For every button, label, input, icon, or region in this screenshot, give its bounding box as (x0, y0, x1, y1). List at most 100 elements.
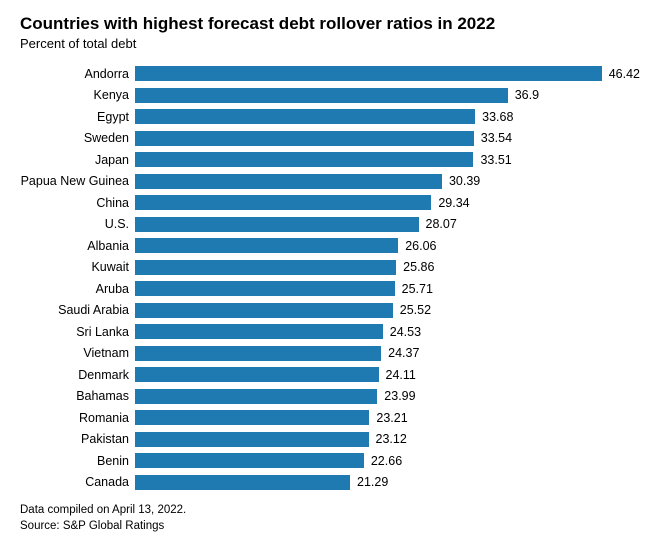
bar-row: Vietnam 24.37 (20, 343, 640, 365)
bar (135, 217, 419, 232)
country-label: Romania (20, 411, 135, 425)
footer-date: Data compiled on April 13, 2022. (20, 503, 640, 519)
bar-chart: Andorra46.42Kenya36.9Egypt33.68Sweden33.… (20, 63, 640, 493)
bar-row: Denmark 24.11 (20, 364, 640, 386)
bar-area: 26.06 (135, 235, 640, 257)
country-label: Andorra (20, 67, 135, 81)
bar-value: 30.39 (449, 174, 480, 188)
country-label: Canada (20, 475, 135, 489)
bar-row: Egypt 33.68 (20, 106, 640, 128)
bar-value: 23.99 (384, 389, 415, 403)
bar-value: 22.66 (371, 454, 402, 468)
bar (135, 195, 431, 210)
country-label: Kuwait (20, 260, 135, 274)
bar-value: 24.37 (388, 346, 419, 360)
country-label: U.S. (20, 217, 135, 231)
bar (135, 346, 381, 361)
country-label: Benin (20, 454, 135, 468)
bar-row: Japan 33.51 (20, 149, 640, 171)
bar (135, 174, 442, 189)
bar-value: 33.54 (481, 131, 512, 145)
country-label: Denmark (20, 368, 135, 382)
bar (135, 260, 396, 275)
bar-row: Canada 21.29 (20, 472, 640, 494)
bar-area: 33.68 (135, 106, 640, 128)
bar-row: Benin 22.66 (20, 450, 640, 472)
country-label: Papua New Guinea (20, 174, 135, 188)
bar-area: 28.07 (135, 214, 640, 236)
bar-area: 46.42 (135, 63, 640, 85)
bar-value: 23.21 (376, 411, 407, 425)
bar-value: 24.11 (386, 368, 416, 382)
bar-row: Andorra 46.42 (20, 63, 640, 85)
country-label: Sri Lanka (20, 325, 135, 339)
bar (135, 152, 473, 167)
footer-source: Source: S&P Global Ratings (20, 519, 640, 534)
bar-value: 46.42 (609, 67, 640, 81)
bar-value: 25.52 (400, 303, 431, 317)
country-label: China (20, 196, 135, 210)
chart-subtitle: Percent of total debt (20, 36, 640, 51)
bar (135, 410, 369, 425)
bar-row: Pakistan23.12 (20, 429, 640, 451)
bar (135, 324, 383, 339)
country-label: Vietnam (20, 346, 135, 360)
chart-footer: Data compiled on April 13, 2022. Source:… (20, 503, 640, 534)
country-label: Aruba (20, 282, 135, 296)
country-label: Saudi Arabia (20, 303, 135, 317)
bar-row: Sweden 33.54 (20, 128, 640, 150)
bar-row: Kuwait 25.86 (20, 257, 640, 279)
bar-area: 24.37 (135, 343, 640, 365)
bar-value: 33.51 (480, 153, 511, 167)
country-label: Bahamas (20, 389, 135, 403)
bar (135, 453, 364, 468)
bar-area: 25.52 (135, 300, 640, 322)
bar (135, 109, 475, 124)
country-label: Japan (20, 153, 135, 167)
bar-area: 30.39 (135, 171, 640, 193)
country-label: Kenya (20, 88, 135, 102)
bar-area: 21.29 (135, 472, 640, 494)
bar-row: Papua New Guinea 30.39 (20, 171, 640, 193)
bar (135, 281, 395, 296)
bar-area: 22.66 (135, 450, 640, 472)
bar (135, 432, 369, 447)
country-label: Egypt (20, 110, 135, 124)
bar-row: Saudi Arabia 25.52 (20, 300, 640, 322)
bar-row: Kenya36.9 (20, 85, 640, 107)
chart-title: Countries with highest forecast debt rol… (20, 14, 640, 34)
bar-row: Romania 23.21 (20, 407, 640, 429)
country-label: Albania (20, 239, 135, 253)
bar (135, 389, 377, 404)
bar-row: U.S. 28.07 (20, 214, 640, 236)
bar-area: 29.34 (135, 192, 640, 214)
bar-value: 25.86 (403, 260, 434, 274)
bar-value: 24.53 (390, 325, 421, 339)
country-label: Sweden (20, 131, 135, 145)
bar (135, 131, 474, 146)
bar-value: 26.06 (405, 239, 436, 253)
bar-area: 23.99 (135, 386, 640, 408)
bar-area: 23.21 (135, 407, 640, 429)
bar (135, 66, 602, 81)
bar-area: 24.53 (135, 321, 640, 343)
bar-area: 23.12 (135, 429, 640, 451)
bar-row: China 29.34 (20, 192, 640, 214)
bar-value: 25.71 (402, 282, 433, 296)
bar-value: 28.07 (426, 217, 457, 231)
bar (135, 238, 398, 253)
bar-row: Sri Lanka 24.53 (20, 321, 640, 343)
bar-value: 21.29 (357, 475, 388, 489)
bar-value: 29.34 (438, 196, 469, 210)
bar-value: 33.68 (482, 110, 513, 124)
bar-area: 33.51 (135, 149, 640, 171)
bar-area: 24.11 (135, 364, 640, 386)
bar-area: 36.9 (135, 85, 640, 107)
bar-row: Aruba 25.71 (20, 278, 640, 300)
bar-area: 25.86 (135, 257, 640, 279)
country-label: Pakistan (20, 432, 135, 446)
bar (135, 367, 379, 382)
bar-row: Albania 26.06 (20, 235, 640, 257)
bar-row: Bahamas 23.99 (20, 386, 640, 408)
bar-area: 25.71 (135, 278, 640, 300)
